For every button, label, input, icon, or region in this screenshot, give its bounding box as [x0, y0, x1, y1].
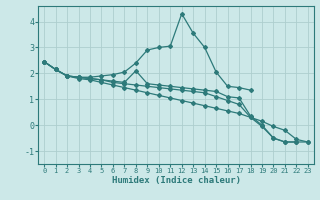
X-axis label: Humidex (Indice chaleur): Humidex (Indice chaleur)	[111, 176, 241, 185]
